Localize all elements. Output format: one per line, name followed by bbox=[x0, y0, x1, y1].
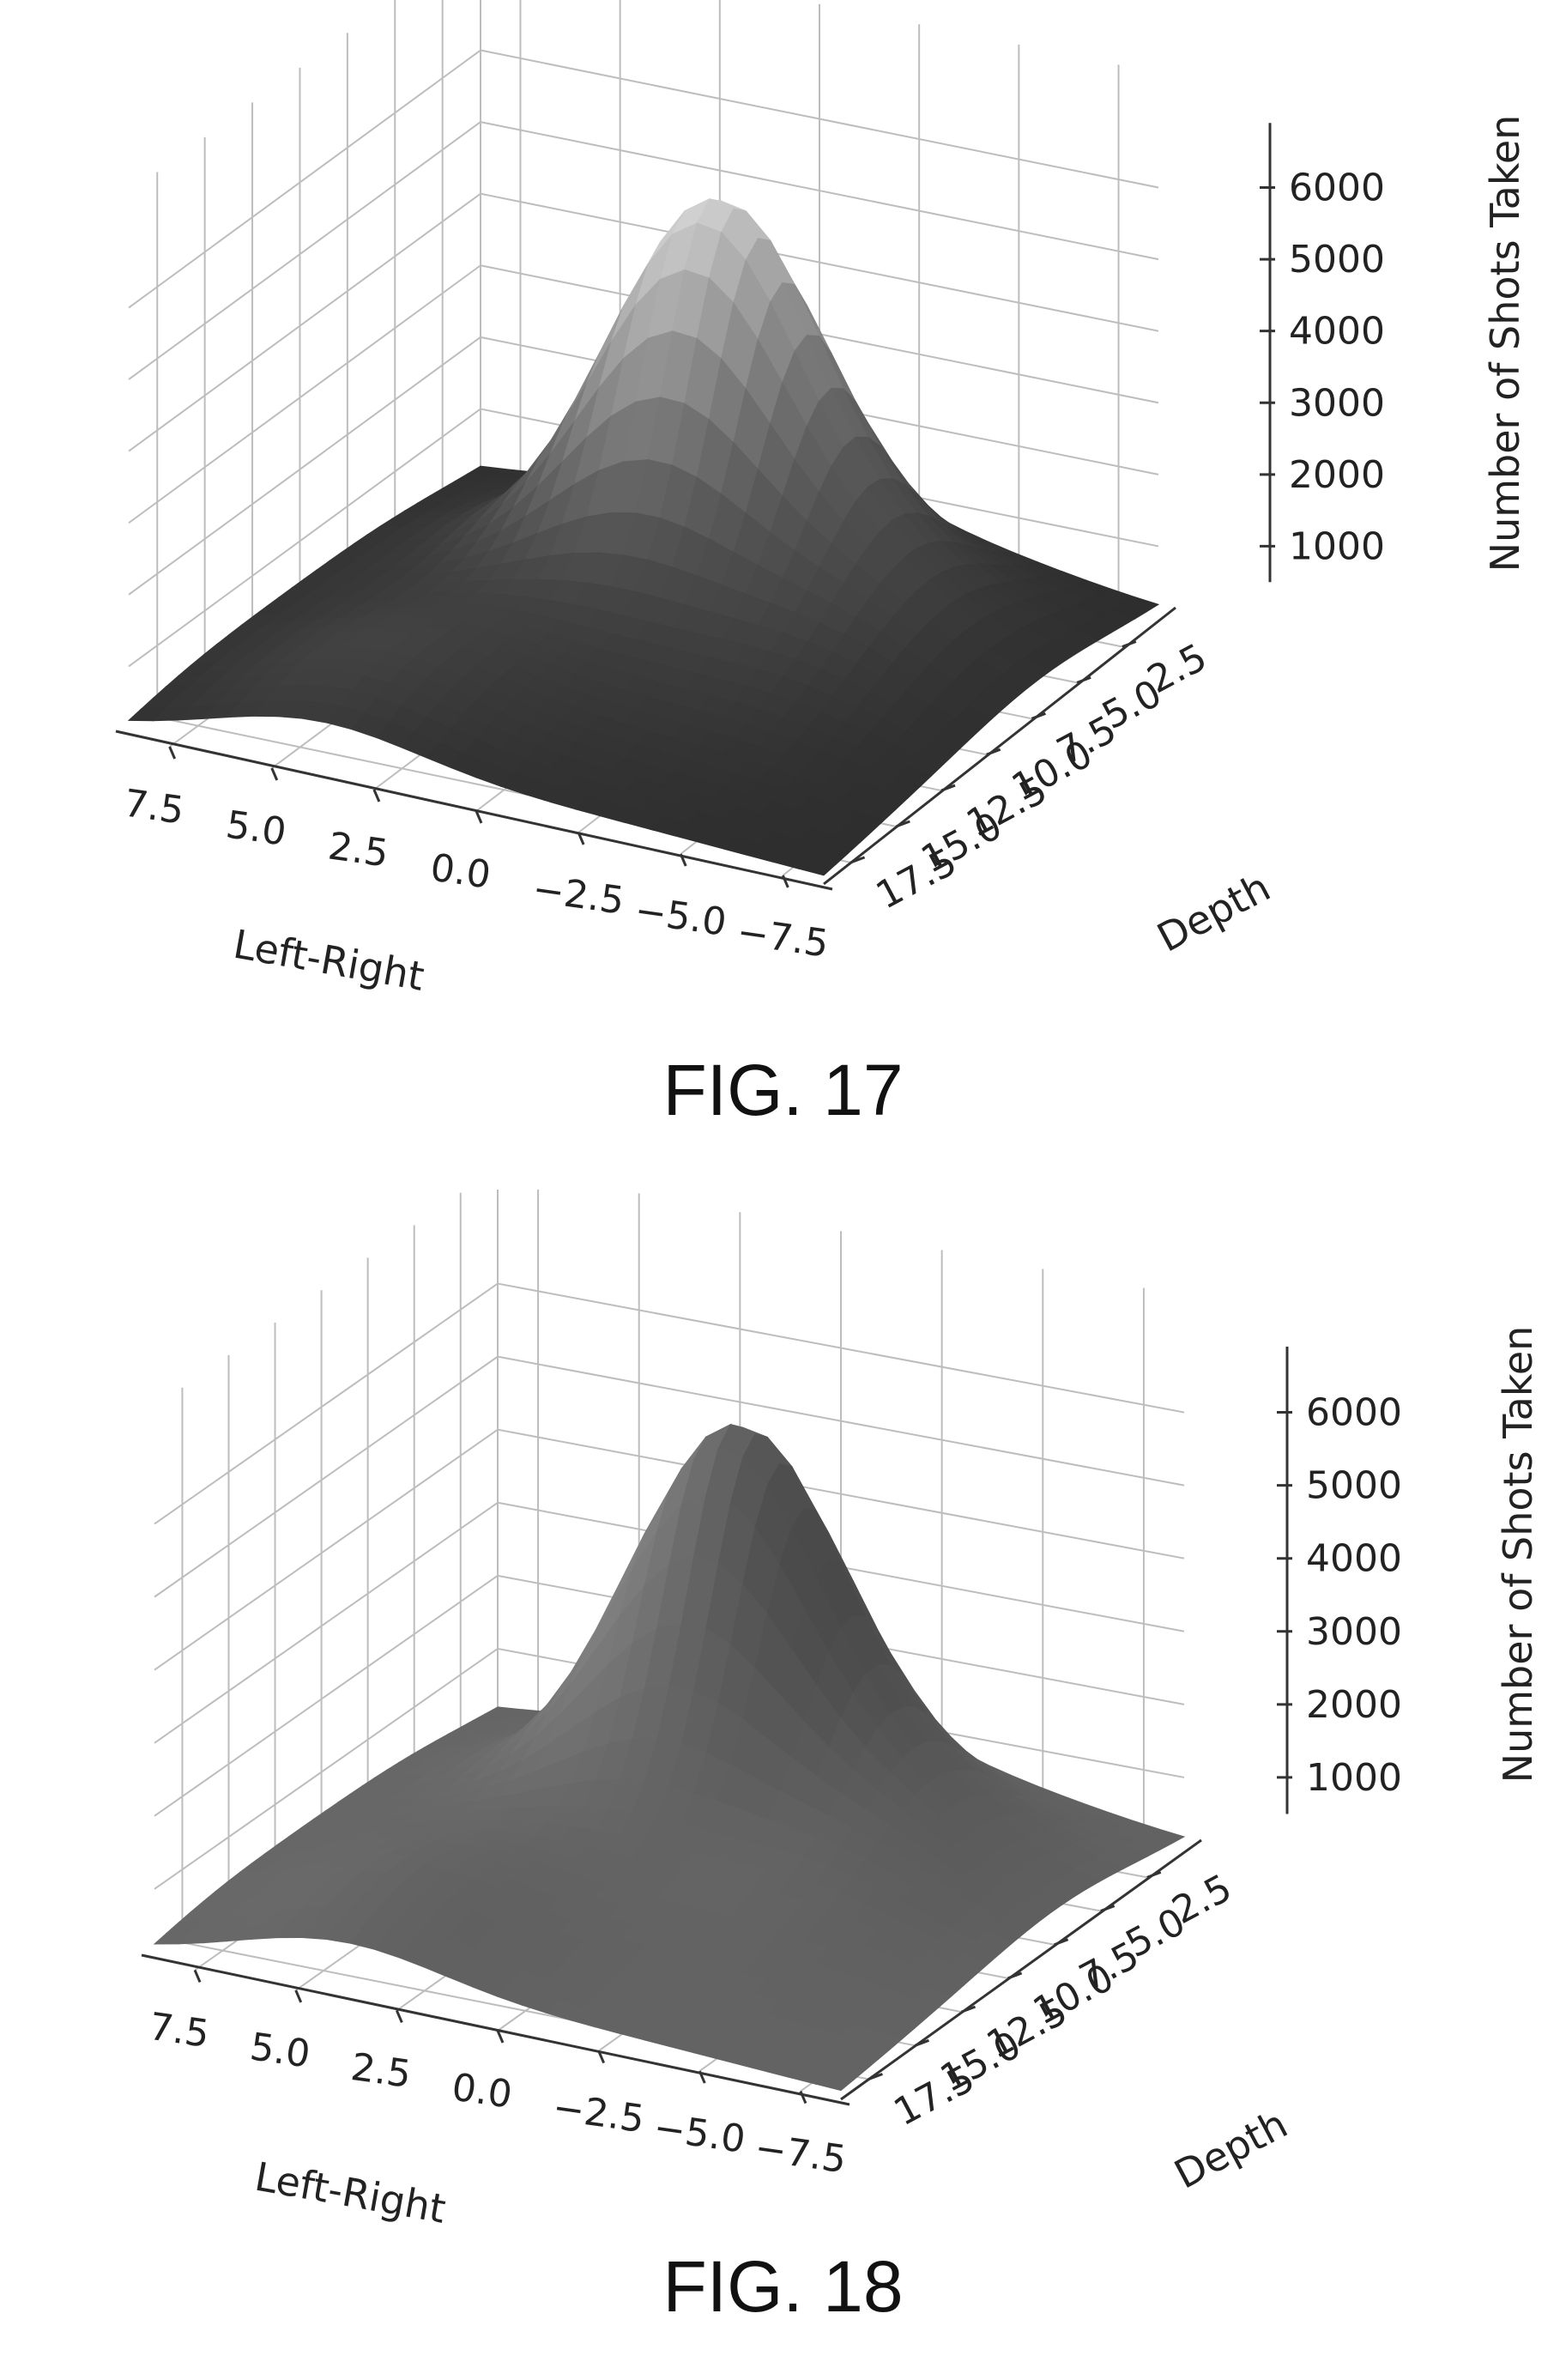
x-tick bbox=[395, 2009, 403, 2024]
y-tick bbox=[1031, 712, 1046, 720]
x-tick bbox=[679, 853, 687, 867]
x-axis-label: Left-Right bbox=[230, 921, 427, 1000]
leftwall-hline bbox=[154, 1575, 499, 1817]
y-tick bbox=[850, 856, 866, 864]
plot-group: 7.5 5.0 2.5 0.0 −2.5 −5.0 −7.52.55.07.510.012.… bbox=[141, 1190, 1541, 2232]
z-tick-label: 5000 bbox=[1306, 1464, 1402, 1508]
z-tick-label: 1000 bbox=[1289, 524, 1385, 568]
y-tick bbox=[1100, 1905, 1116, 1912]
x-tick bbox=[781, 875, 789, 888]
leftwall-hline bbox=[154, 1282, 499, 1525]
figure-18: 7.5 5.0 2.5 0.0 −2.5 −5.0 −7.5 2.5 5.0 7.5 10.0 12.… bbox=[0, 1190, 1566, 2380]
figure-caption-17: FIG. 17 bbox=[662, 1050, 904, 1130]
x-tick bbox=[577, 832, 585, 845]
z-tick-label: 5000 bbox=[1289, 238, 1385, 282]
leftwall-hline bbox=[128, 49, 481, 309]
backwall-hline bbox=[497, 1428, 1185, 1559]
y-axis-line bbox=[840, 1838, 1202, 2101]
backwall-hline bbox=[480, 49, 1159, 189]
x-tick bbox=[168, 746, 177, 760]
leftwall-hline bbox=[128, 408, 481, 668]
leftwall-hline bbox=[128, 192, 481, 452]
x-tick bbox=[496, 2030, 505, 2044]
y-tick bbox=[1007, 1971, 1023, 1980]
y-tick bbox=[868, 2073, 883, 2080]
x-tick-label: 2.5 bbox=[348, 2045, 414, 2097]
x-tick-label: −5.0 bbox=[632, 888, 729, 944]
plot-group: 7.5 5.0 2.5 0.0 −2.5 −5.0 −7.52.55.07.510.012.… bbox=[115, 0, 1528, 1000]
y-tick bbox=[986, 748, 1001, 756]
axes bbox=[115, 123, 1275, 891]
figure-17: 7.5 5.0 2.5 0.0 −2.5 −5.0 −7.5 2.5 5.0 7.5 10.0 12.… bbox=[115, 0, 1528, 1130]
x-tick bbox=[270, 767, 279, 781]
x-tick bbox=[799, 2090, 807, 2104]
z-tick-label: 1000 bbox=[1306, 1756, 1402, 1800]
x-tick-label: 0.0 bbox=[449, 2065, 514, 2117]
backwall-hline bbox=[480, 192, 1159, 332]
leftwall-hline bbox=[154, 1428, 499, 1671]
y-axis-label: Depth bbox=[1167, 2100, 1295, 2197]
x-tick-label: 7.5 bbox=[121, 781, 186, 833]
x-axis-label: Left-Right bbox=[251, 2153, 449, 2232]
backwall-hline bbox=[497, 1355, 1185, 1487]
x-axis-line bbox=[141, 1953, 850, 2106]
y-tick bbox=[1122, 640, 1137, 648]
backwall-hline bbox=[497, 1282, 1185, 1414]
z-axis-label: Number of Shots Taken bbox=[1482, 115, 1528, 572]
leftwall-hline bbox=[128, 336, 481, 596]
x-tick-label: −7.5 bbox=[752, 2126, 849, 2182]
y-tick bbox=[914, 2038, 930, 2047]
z-tick-label: 2000 bbox=[1289, 453, 1385, 497]
x-tick-label: −5.0 bbox=[651, 2105, 748, 2161]
x-axis-line bbox=[115, 730, 833, 891]
surface-mesh bbox=[127, 197, 1160, 876]
z-tick-label: 6000 bbox=[1306, 1391, 1402, 1435]
leftwall-hline bbox=[154, 1648, 499, 1890]
y-tick bbox=[895, 820, 910, 828]
z-tick-label: 3000 bbox=[1306, 1610, 1402, 1654]
x-tick-label: −7.5 bbox=[735, 910, 831, 966]
x-tick-label: −2.5 bbox=[550, 2086, 647, 2141]
x-tick-label: 5.0 bbox=[247, 2025, 312, 2076]
surface-patch bbox=[815, 2073, 855, 2092]
surface-patch bbox=[798, 857, 837, 876]
leftwall-hline bbox=[128, 121, 481, 380]
leftwall-hline bbox=[128, 264, 481, 524]
y-tick bbox=[961, 2005, 976, 2014]
x-tick bbox=[475, 810, 483, 824]
surface-plot-18: 7.5 5.0 2.5 0.0 −2.5 −5.0 −7.52.55.07.510.012.… bbox=[141, 1190, 1541, 2232]
x-tick-label: −2.5 bbox=[530, 867, 627, 923]
x-tick bbox=[372, 789, 381, 802]
x-tick bbox=[193, 1969, 202, 1983]
z-tick-label: 2000 bbox=[1306, 1683, 1402, 1727]
x-tick-label: 2.5 bbox=[325, 824, 390, 875]
y-tick bbox=[1054, 1938, 1069, 1947]
x-tick bbox=[597, 2050, 606, 2064]
y-tick bbox=[1076, 676, 1091, 684]
y-tick bbox=[940, 784, 956, 792]
z-tick-label: 4000 bbox=[1289, 310, 1385, 354]
z-axis-label: Number of Shots Taken bbox=[1495, 1326, 1541, 1783]
backwall-hline bbox=[480, 121, 1159, 261]
leftwall-hline bbox=[154, 1501, 499, 1744]
x-tick-label: 5.0 bbox=[223, 802, 288, 854]
leftwall-hline bbox=[154, 1355, 499, 1598]
z-tick-label: 3000 bbox=[1289, 381, 1385, 425]
figure-caption-18: FIG. 18 bbox=[662, 2246, 904, 2327]
y-axis-line bbox=[823, 606, 1176, 886]
x-tick-label: 7.5 bbox=[147, 2005, 212, 2056]
z-tick-label: 4000 bbox=[1306, 1537, 1402, 1581]
x-tick bbox=[294, 1989, 303, 2003]
surface-plot-17: 7.5 5.0 2.5 0.0 −2.5 −5.0 −7.52.55.07.510.012.… bbox=[115, 0, 1528, 1000]
surface-mesh bbox=[153, 1423, 1186, 2092]
y-axis-label: Depth bbox=[1150, 863, 1278, 960]
x-tick bbox=[698, 2070, 706, 2084]
x-tick-label: 0.0 bbox=[427, 845, 493, 897]
y-tick bbox=[1146, 1870, 1162, 1879]
axes bbox=[141, 1346, 1292, 2106]
z-tick-label: 6000 bbox=[1289, 167, 1385, 210]
